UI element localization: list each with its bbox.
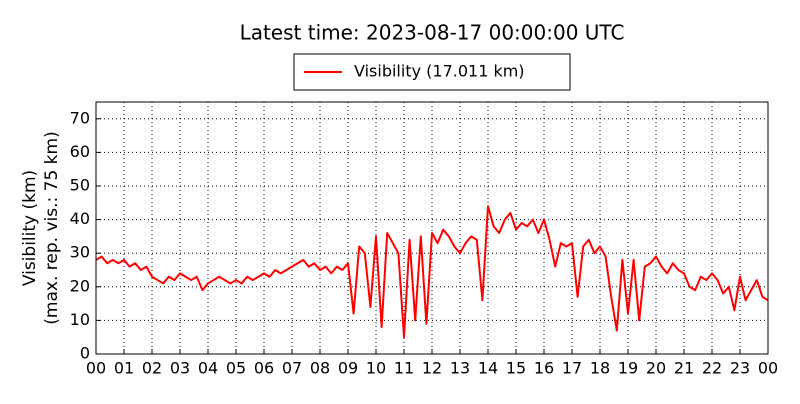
y-tick-label: 20 [70,276,90,295]
x-tick-label: 01 [114,359,134,378]
y-tick-label: 60 [70,142,90,161]
x-tick-label: 20 [646,359,666,378]
x-tick-label: 16 [534,359,554,378]
x-tick-label: 02 [142,359,162,378]
x-tick-label: 12 [422,359,442,378]
legend-label: Visibility (17.011 km) [354,62,525,81]
x-tick-label: 00 [758,359,778,378]
y-axis-label: (max. rep. vis.: 75 km) [42,131,62,324]
x-tick-label: 14 [478,359,498,378]
x-tick-label: 03 [170,359,190,378]
y-tick-label: 70 [70,108,90,127]
x-tick-label: 15 [506,359,526,378]
x-tick-label: 05 [226,359,246,378]
y-tick-label: 40 [70,209,90,228]
x-tick-label: 11 [394,359,414,378]
x-tick-label: 18 [590,359,610,378]
x-tick-label: 09 [338,359,358,378]
data-line [95,205,769,339]
plot-frame [95,101,769,355]
chart-title: Latest time: 2023-08-17 00:00:00 UTC [240,21,625,45]
x-tick-label: 10 [366,359,386,378]
x-tick-label: 06 [254,359,274,378]
x-tick-label: 23 [730,359,750,378]
x-tick-label: 21 [674,359,694,378]
x-tick-label: 19 [618,359,638,378]
x-tick-label: 00 [86,359,106,378]
x-tick-label: 07 [282,359,302,378]
y-tick-label: 0 [80,344,90,363]
y-tick-label: 10 [70,310,90,329]
y-axis-label: Visibility (km) [20,170,40,286]
x-tick-label: 08 [310,359,330,378]
x-tick-label: 17 [562,359,582,378]
x-tick-label: 04 [198,359,218,378]
x-tick-label: 13 [450,359,470,378]
y-tick-label: 30 [70,243,90,262]
x-tick-label: 22 [702,359,722,378]
y-tick-label: 50 [70,176,90,195]
